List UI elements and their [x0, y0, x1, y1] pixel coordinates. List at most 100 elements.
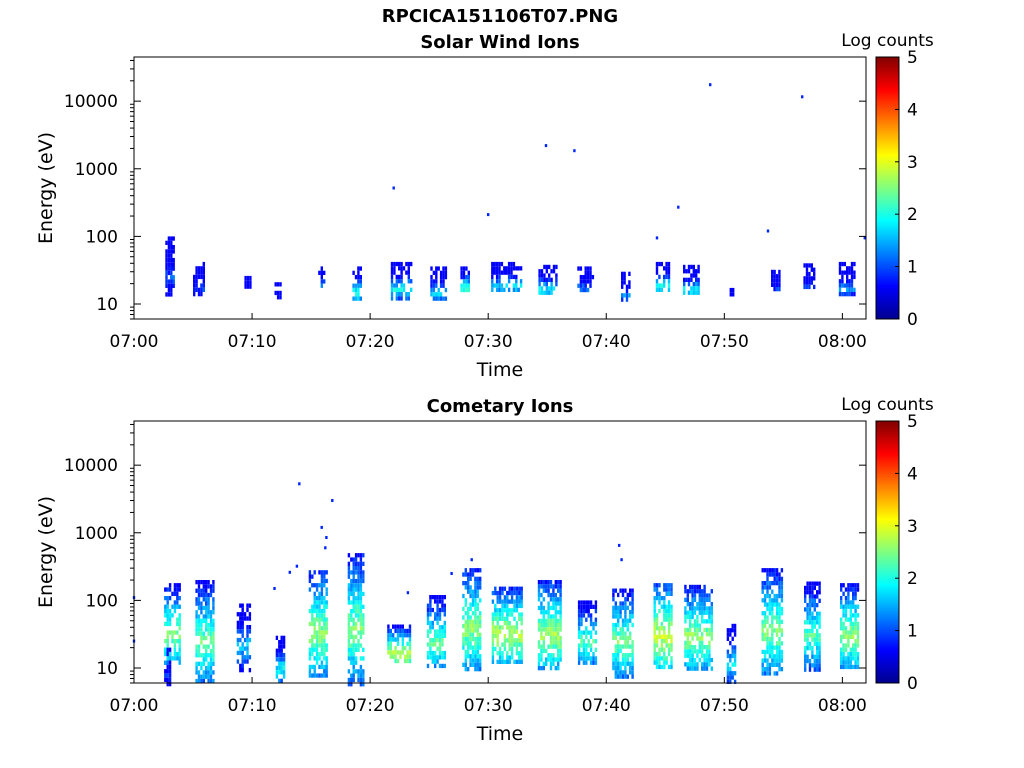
data-cell: [840, 587, 843, 592]
data-cell: [813, 267, 816, 272]
data-cell: [585, 643, 588, 648]
data-cell: [170, 249, 173, 254]
data-cell: [689, 614, 692, 620]
data-cell: [771, 658, 774, 663]
data-cell: [438, 595, 442, 600]
x-tick-label: 07:00: [110, 696, 159, 716]
y-tick-label: 100: [86, 591, 118, 611]
data-cell: [323, 664, 326, 670]
data-cell: [239, 612, 242, 617]
data-cell: [323, 617, 326, 622]
data-cell: [195, 601, 198, 606]
data-cell: [701, 662, 704, 667]
data-cell: [205, 584, 208, 589]
data-cell: [515, 590, 519, 596]
data-cell: [540, 635, 543, 641]
data-cell: [691, 657, 694, 663]
data-cell: [357, 673, 360, 678]
data-cell: [202, 661, 205, 666]
data-cell: [389, 650, 392, 655]
data-cell: [476, 615, 479, 620]
data-cell: [554, 584, 557, 589]
colorbar-tick-label: 2: [907, 205, 918, 225]
data-cell: [771, 282, 774, 287]
data-cell: [460, 283, 463, 288]
data-cell: [653, 604, 656, 609]
data-cell: [347, 643, 351, 648]
data-cell: [818, 598, 821, 603]
data-cell: [701, 593, 704, 598]
data-cell: [811, 603, 814, 608]
data-cell: [315, 660, 319, 665]
data-cell: [806, 641, 809, 646]
data-cell: [498, 266, 501, 271]
data-cell: [847, 643, 850, 648]
data-cell: [438, 650, 442, 656]
data-cell: [818, 615, 821, 621]
data-cell: [200, 287, 203, 292]
data-cell: [202, 678, 205, 684]
data-cell: [476, 606, 479, 612]
data-cell: [495, 270, 499, 275]
data-cell: [243, 655, 247, 660]
data-cell: [710, 606, 713, 611]
data-cell: [469, 589, 472, 594]
data-cell: [592, 626, 595, 631]
data-cell: [852, 604, 855, 609]
data-cell: [350, 609, 353, 614]
data-cell: [557, 618, 560, 623]
data-cell: [693, 584, 697, 590]
data-cell: [548, 273, 551, 278]
data-cell: [359, 557, 363, 562]
data-cell: [778, 274, 781, 279]
data-cell: [577, 266, 580, 271]
data-cell: [202, 597, 205, 602]
data-cell: [811, 581, 814, 586]
data-cell: [582, 287, 585, 293]
data-cell: [547, 644, 550, 649]
data-cell: [818, 633, 821, 638]
data-cell: [545, 264, 548, 270]
data-cell: [667, 583, 671, 588]
data-cell: [498, 586, 502, 591]
data-cell: [619, 648, 622, 653]
data-cell: [686, 662, 689, 667]
data-cell: [193, 292, 196, 297]
data-cell: [508, 655, 511, 660]
data-cell: [282, 661, 286, 666]
data-cell: [313, 604, 316, 609]
data-cell: [549, 618, 553, 623]
data-cell: [357, 287, 360, 293]
data-cell: [559, 653, 562, 658]
data-cell: [696, 602, 699, 607]
data-cell: [437, 287, 440, 293]
data-cell: [698, 640, 701, 645]
data-cell: [773, 602, 776, 607]
data-cell: [350, 643, 353, 648]
data-cell: [621, 293, 624, 298]
data-cell: [479, 576, 482, 581]
data-cell: [493, 283, 496, 288]
data-cell: [854, 613, 857, 618]
data-cell: [768, 568, 772, 573]
data-cell: [729, 658, 732, 663]
data-cell: [318, 656, 321, 661]
data-cell: [695, 290, 698, 295]
data-cell: [438, 607, 442, 613]
data-cell: [325, 626, 328, 631]
data-cell: [808, 280, 811, 285]
data-cell: [467, 619, 470, 624]
data-cell: [559, 584, 562, 589]
data-cell: [612, 622, 615, 628]
data-cell: [854, 587, 857, 592]
data-cell: [818, 611, 821, 616]
data-cell: [279, 290, 282, 296]
data-cell: [476, 654, 479, 659]
data-cell: [195, 631, 198, 636]
data-cell: [474, 611, 477, 616]
data-cell: [780, 568, 784, 573]
data-cell: [763, 598, 767, 603]
data-cell: [624, 610, 627, 615]
data-cell: [624, 614, 627, 619]
data-cell: [778, 662, 781, 667]
